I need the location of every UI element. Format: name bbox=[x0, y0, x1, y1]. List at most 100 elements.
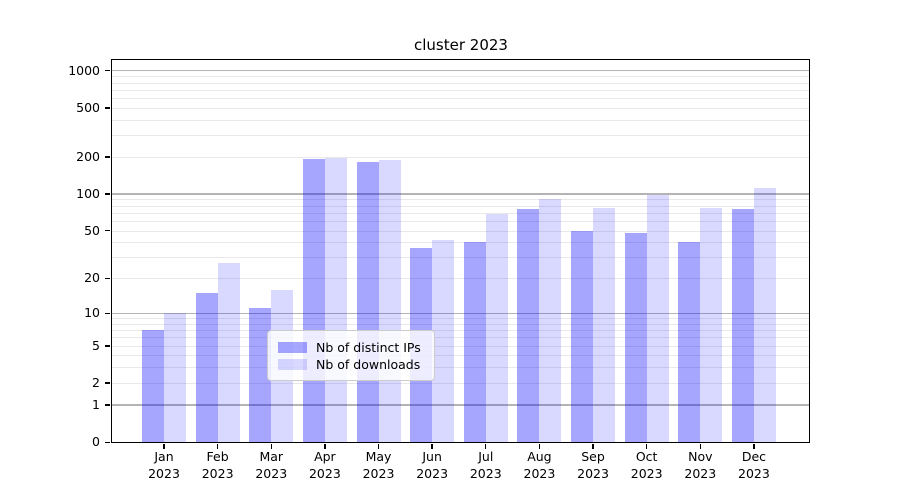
grid-line-minor bbox=[112, 156, 809, 158]
bar-downloads bbox=[485, 213, 508, 442]
x-axis-tick-label: Mar 2023 bbox=[255, 449, 288, 481]
y-tick-mark bbox=[105, 230, 111, 232]
grid-line-minor bbox=[112, 220, 809, 222]
legend: Nb of distinct IPs Nb of downloads bbox=[267, 330, 435, 381]
x-axis-tick-label: Feb 2023 bbox=[201, 449, 234, 481]
x-tick-mark bbox=[163, 443, 165, 449]
grid-line-minor bbox=[112, 382, 809, 384]
y-axis-tick-label: 1 bbox=[92, 396, 100, 412]
bar-distinct-ips bbox=[678, 242, 701, 442]
x-axis-tick-label: Aug 2023 bbox=[523, 449, 556, 481]
y-tick-mark bbox=[105, 345, 111, 347]
y-tick-mark bbox=[105, 312, 111, 314]
legend-swatch-downloads bbox=[278, 358, 307, 370]
grid-line-major bbox=[112, 70, 809, 72]
grid-line-minor bbox=[112, 257, 809, 259]
bar-distinct-ips bbox=[571, 230, 594, 442]
bar-distinct-ips bbox=[731, 209, 754, 442]
y-axis-tick-label: 1000 bbox=[68, 62, 100, 78]
bar-downloads bbox=[217, 262, 240, 442]
grid-line-minor bbox=[112, 278, 809, 280]
x-tick-mark bbox=[324, 443, 326, 449]
x-tick-mark bbox=[592, 443, 594, 449]
x-axis-tick-label: Jul 2023 bbox=[469, 449, 502, 481]
grid-line-minor bbox=[112, 330, 809, 332]
x-tick-mark bbox=[753, 443, 755, 449]
grid-line-minor bbox=[112, 89, 809, 91]
bar-downloads bbox=[753, 188, 776, 442]
x-axis-tick-label: Dec 2023 bbox=[738, 449, 770, 481]
y-axis-tick-label: 100 bbox=[76, 185, 100, 201]
x-tick-mark bbox=[699, 443, 701, 449]
legend-swatch-distinct-ips bbox=[278, 341, 307, 353]
grid-line-major bbox=[112, 193, 809, 195]
bar-distinct-ips bbox=[624, 232, 647, 442]
bar-downloads bbox=[378, 160, 401, 442]
grid-line-minor bbox=[112, 242, 809, 244]
grid-line-minor bbox=[112, 119, 809, 121]
grid-line-minor bbox=[112, 82, 809, 84]
grid-line-minor bbox=[112, 212, 809, 214]
grid-line-minor bbox=[112, 199, 809, 201]
legend-entry-distinct-ips: Nb of distinct IPs bbox=[278, 339, 424, 355]
bar-distinct-ips bbox=[302, 159, 325, 442]
x-tick-mark bbox=[485, 443, 487, 449]
x-axis-tick-label: May 2023 bbox=[362, 449, 395, 481]
y-tick-mark bbox=[105, 70, 111, 72]
y-axis-tick-label: 2 bbox=[92, 374, 100, 390]
y-tick-mark bbox=[105, 107, 111, 109]
grid-line-minor bbox=[112, 318, 809, 320]
bar-downloads bbox=[164, 313, 186, 442]
x-tick-mark bbox=[377, 443, 380, 449]
bar-distinct-ips bbox=[356, 162, 379, 442]
grid-line-minor bbox=[112, 76, 809, 78]
grid-line-minor bbox=[112, 355, 809, 357]
chart-title: cluster 2023 bbox=[414, 36, 508, 54]
x-axis-tick-label: Apr 2023 bbox=[308, 449, 341, 481]
plot-area: 0 1 2 5 10 20 50 100 200 500 1000 Jan 2023 Feb 2023 M… bbox=[68, 59, 810, 481]
bar-distinct-ips bbox=[249, 308, 272, 442]
y-axis-tick-label: 200 bbox=[76, 148, 100, 164]
grid-line-minor bbox=[112, 135, 809, 137]
x-tick-mark bbox=[270, 443, 272, 449]
bar-downloads bbox=[324, 157, 347, 442]
bar-downloads bbox=[700, 207, 723, 442]
x-tick-mark bbox=[538, 443, 541, 449]
y-tick-mark bbox=[105, 277, 111, 280]
y-tick-mark bbox=[105, 382, 111, 384]
x-axis-tick-label: Oct 2023 bbox=[630, 449, 663, 481]
grid-line-minor bbox=[112, 205, 809, 207]
grid-line-minor bbox=[112, 345, 809, 347]
bar-downloads bbox=[432, 239, 455, 442]
bar-downloads bbox=[593, 207, 616, 442]
bar-downloads bbox=[539, 198, 562, 442]
x-axis-tick-label: Jun 2023 bbox=[416, 449, 449, 481]
y-axis-tick-label: 5 bbox=[92, 337, 100, 353]
x-axis-tick-label: Nov 2023 bbox=[684, 449, 717, 481]
y-axis-tick-label: 50 bbox=[84, 222, 100, 238]
bar-distinct-ips bbox=[142, 330, 164, 442]
x-tick-mark bbox=[431, 443, 433, 449]
grid-line-major bbox=[112, 312, 809, 314]
x-axis-tick-label: Jan 2023 bbox=[148, 449, 180, 481]
grid-line-minor bbox=[112, 323, 809, 325]
bar-distinct-ips bbox=[517, 209, 540, 442]
bar-downloads bbox=[646, 195, 669, 442]
grid-line-minor bbox=[112, 230, 809, 232]
legend-label-distinct-ips: Nb of distinct IPs bbox=[316, 339, 421, 355]
y-axis-tick-label: 500 bbox=[76, 99, 100, 115]
x-tick-mark bbox=[216, 443, 219, 449]
y-axis-tick-label: 20 bbox=[84, 270, 100, 286]
bar-distinct-ips bbox=[463, 242, 486, 442]
y-tick-mark bbox=[105, 441, 111, 443]
grid-line-minor bbox=[112, 107, 809, 109]
grid-line-major bbox=[112, 404, 809, 406]
grid-line-minor bbox=[112, 367, 809, 369]
grid-line-minor bbox=[112, 337, 809, 339]
y-axis-tick-label: 0 bbox=[92, 434, 100, 449]
y-tick-mark bbox=[105, 193, 111, 195]
x-tick-mark bbox=[645, 443, 648, 449]
y-tick-mark bbox=[105, 404, 111, 406]
y-tick-mark bbox=[105, 156, 111, 158]
